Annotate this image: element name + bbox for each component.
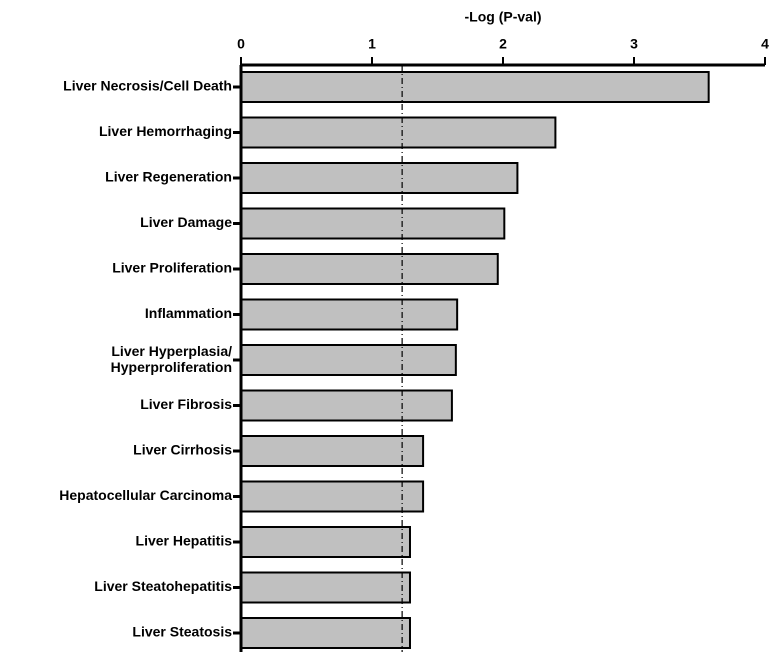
bar	[240, 480, 425, 513]
y-tick-label: Liver Cirrhosis	[133, 442, 232, 458]
x-tick-label: 3	[630, 36, 638, 52]
x-tick-label: 4	[761, 36, 769, 52]
bar	[240, 207, 506, 240]
bar	[240, 344, 457, 376]
y-tick-label: Liver Hyperplasia/Hyperproliferation	[111, 343, 232, 375]
y-tick-label: Liver Necrosis/Cell Death	[63, 78, 232, 94]
bar	[240, 617, 411, 649]
bar	[240, 526, 411, 558]
y-tick-label: Liver Proliferation	[112, 260, 232, 276]
bar	[240, 253, 499, 285]
bar	[240, 571, 411, 604]
y-tick-label: Liver Regeneration	[105, 169, 232, 185]
y-tick-label: Liver Hepatitis	[136, 533, 233, 549]
bar	[240, 116, 557, 149]
y-tick-label: Inflammation	[145, 305, 232, 321]
y-tick-label: Hepatocellular Carcinoma	[59, 487, 232, 503]
bar	[240, 298, 459, 331]
x-tick-label: 1	[368, 36, 376, 52]
y-tick-label: Liver Steatosis	[132, 624, 232, 640]
x-tick-label: 0	[237, 36, 245, 52]
bar	[240, 162, 519, 194]
axis-title: -Log (P-val)	[465, 9, 542, 25]
bar	[240, 435, 425, 467]
y-tick-label: Liver Fibrosis	[140, 396, 232, 412]
y-tick-label: Liver Steatohepatitis	[94, 578, 232, 594]
bar	[240, 71, 710, 103]
y-tick-label: Liver Hemorrhaging	[99, 123, 232, 139]
x-tick-label: 2	[499, 36, 507, 52]
bar	[240, 389, 453, 422]
y-tick-label: Liver Damage	[140, 214, 232, 230]
